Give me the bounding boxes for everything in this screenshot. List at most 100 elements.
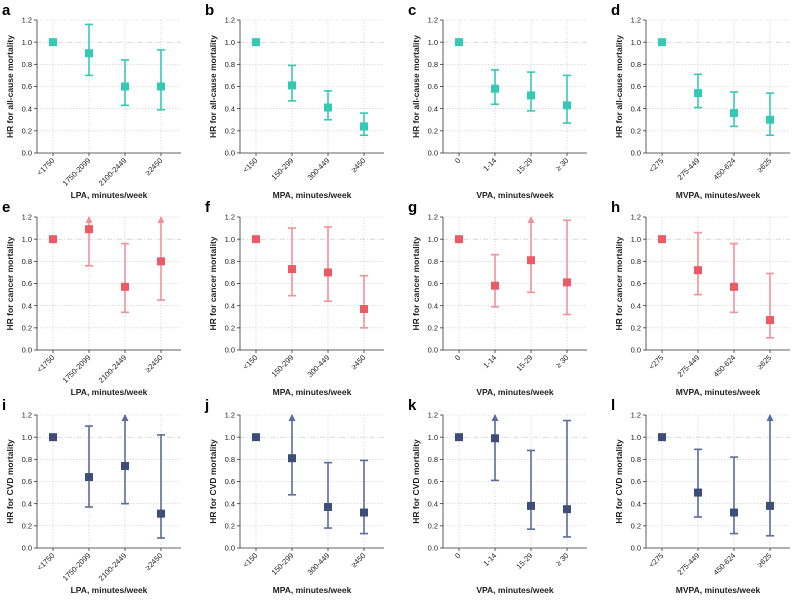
hr-point <box>658 38 666 47</box>
x-axis-title: LPA, minutes/week <box>71 585 148 595</box>
error-bar-arrow <box>121 414 129 421</box>
x-axis-title: VPA, minutes/week <box>476 585 554 595</box>
x-tick-label: <275 <box>647 353 665 371</box>
hr-point <box>766 115 774 124</box>
x-tick-label: ≥2450 <box>143 156 164 177</box>
y-tick-label: 1.2 <box>225 16 235 25</box>
error-bar-arrow <box>288 414 296 421</box>
hr-point <box>85 225 93 234</box>
y-tick-label: 1.0 <box>428 38 438 47</box>
y-tick-label: 0.0 <box>428 346 438 355</box>
x-tick-label: 1750-2099 <box>61 353 93 385</box>
y-tick-label: 0.4 <box>631 499 641 508</box>
y-tick-label: 0.8 <box>225 257 235 266</box>
hr-point <box>658 433 666 442</box>
y-tick-label: 1.0 <box>225 235 235 244</box>
panel-f: f 0.0 0.2 0.4 0.6 0.8 1.0 1.2 <150 150-299 300-449… <box>205 199 384 397</box>
y-axis-title: HR for cancer mortality <box>208 236 218 330</box>
y-tick-label: 0.8 <box>22 455 32 464</box>
x-axis-title: LPA, minutes/week <box>71 190 148 200</box>
panel-letter: c <box>408 2 416 19</box>
y-tick-label: 0.2 <box>428 126 438 135</box>
x-axis-title: MPA, minutes/week <box>273 190 352 200</box>
hr-point <box>157 257 165 266</box>
y-axis-title: HR for all-cause mortality <box>208 35 218 138</box>
y-tick-label: 0.4 <box>22 104 32 113</box>
x-tick-label: <150 <box>241 156 259 174</box>
x-tick-label: 300-449 <box>306 551 332 577</box>
hr-point <box>730 109 738 118</box>
y-tick-label: 0.6 <box>22 279 32 288</box>
y-tick-label: 0.2 <box>631 126 641 135</box>
y-tick-label: 0.2 <box>631 521 641 530</box>
y-tick-label: 0.2 <box>631 323 641 332</box>
x-tick-label: 450-624 <box>712 156 738 182</box>
x-tick-label: 2100-2449 <box>97 353 129 385</box>
y-axis-title: HR for CVD mortality <box>5 439 15 524</box>
x-tick-label: 150-299 <box>270 551 296 577</box>
y-tick-label: 0.0 <box>428 544 438 553</box>
y-axis-title: HR for cancer mortality <box>614 236 624 330</box>
panel-c: c 0.0 0.2 0.4 0.6 0.8 1.0 1.2 0 1-14 15-29 ≥ 30 VPA,… <box>408 2 587 200</box>
hr-point <box>563 505 571 514</box>
y-tick-label: 0.4 <box>22 499 32 508</box>
y-tick-label: 0.6 <box>225 82 235 91</box>
error-bar-arrow <box>527 216 535 223</box>
hr-point <box>563 101 571 110</box>
y-tick-label: 0.4 <box>428 301 438 310</box>
error-bar-arrow <box>491 414 499 421</box>
x-tick-label: ≥450 <box>349 353 367 371</box>
y-tick-label: 0.2 <box>225 323 235 332</box>
y-tick-label: 0.2 <box>22 521 32 530</box>
hr-point <box>49 433 57 442</box>
y-tick-label: 1.0 <box>22 235 32 244</box>
panel-letter: l <box>611 397 615 414</box>
y-tick-label: 0.8 <box>631 257 641 266</box>
panel-k: k 0.0 0.2 0.4 0.6 0.8 1.0 1.2 0 1-14 15-29 ≥ 30 VPA,… <box>408 397 587 595</box>
panel-a: a 0.0 0.2 0.4 0.6 0.8 1.0 1.2 <1750 1750-2099 2100… <box>2 2 181 200</box>
y-tick-label: 0.8 <box>631 455 641 464</box>
y-tick-label: 0.0 <box>631 149 641 158</box>
x-tick-label: <150 <box>241 353 259 371</box>
x-tick-label: ≥450 <box>349 156 367 174</box>
hr-point <box>730 508 738 517</box>
hr-point <box>766 501 774 510</box>
hr-point <box>491 434 499 443</box>
y-tick-label: 0.4 <box>225 104 235 113</box>
panel-j: j 0.0 0.2 0.4 0.6 0.8 1.0 1.2 <150 150-299 300-449… <box>204 397 384 595</box>
x-tick-label: 300-449 <box>306 156 332 182</box>
y-tick-label: 0.4 <box>631 301 641 310</box>
x-tick-label: ≥625 <box>755 156 773 174</box>
y-tick-label: 0.4 <box>22 301 32 310</box>
y-axis-title: HR for CVD mortality <box>411 439 421 524</box>
y-tick-label: 0.2 <box>225 126 235 135</box>
y-tick-label: 0.8 <box>225 60 235 69</box>
hr-point <box>252 38 260 47</box>
x-axis-title: MVPA, minutes/week <box>676 387 761 397</box>
y-tick-label: 0.6 <box>225 477 235 486</box>
error-bar-arrow <box>766 414 774 421</box>
y-axis-title: HR for all-cause mortality <box>5 35 15 138</box>
panel-letter: b <box>205 2 214 19</box>
x-axis-title: MPA, minutes/week <box>273 585 352 595</box>
hr-point <box>360 304 368 313</box>
y-tick-label: 0.8 <box>22 257 32 266</box>
hr-point <box>455 38 463 47</box>
x-tick-label: 1750-2099 <box>61 551 93 583</box>
y-tick-label: 0.0 <box>225 149 235 158</box>
y-tick-label: 0.0 <box>22 544 32 553</box>
hr-point <box>563 278 571 287</box>
x-axis-title: VPA, minutes/week <box>476 387 554 397</box>
panel-i: i 0.0 0.2 0.4 0.6 0.8 1.0 1.2 <1750 1750-2099 2100… <box>2 397 181 595</box>
y-tick-label: 0.8 <box>631 60 641 69</box>
y-tick-label: 0.0 <box>428 149 438 158</box>
y-tick-label: 1.0 <box>631 38 641 47</box>
hr-point <box>288 454 296 463</box>
x-tick-label: 300-449 <box>306 353 332 379</box>
hr-point <box>360 122 368 131</box>
hr-point <box>324 502 332 511</box>
y-tick-label: 0.8 <box>22 60 32 69</box>
y-axis-title: HR for CVD mortality <box>208 439 218 524</box>
hr-point <box>527 256 535 265</box>
panel-letter: g <box>408 199 417 216</box>
